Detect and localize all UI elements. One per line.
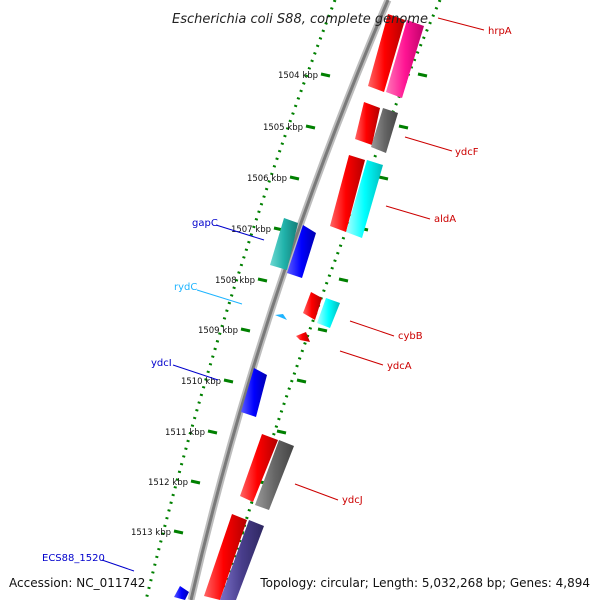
gene-feature[interactable] <box>275 314 287 320</box>
gene-label[interactable]: gapC <box>192 218 218 229</box>
tick-label: 1513 kbp <box>131 528 171 538</box>
gene-label[interactable]: ydcI <box>151 358 172 369</box>
gene-label-leader-line <box>437 17 485 31</box>
gene-feature[interactable] <box>174 586 189 600</box>
gene-feature[interactable] <box>255 440 294 510</box>
reverse-strand-genes <box>174 218 316 600</box>
gene-label-leader-line <box>172 364 219 381</box>
gene-feature[interactable] <box>220 520 264 600</box>
accession-text: Accession: NC_011742 <box>9 576 145 590</box>
tick-mark-outer <box>378 175 389 181</box>
tick-mark <box>190 479 201 485</box>
gene-feature[interactable] <box>303 292 322 320</box>
gene-feature[interactable] <box>240 434 278 502</box>
tick-mark <box>305 124 316 130</box>
gene-feature[interactable] <box>368 14 405 92</box>
tick-mark <box>320 72 331 78</box>
tick-label: 1512 kbp <box>148 478 188 488</box>
gene-label-leader-line <box>339 350 384 366</box>
genome-title: Escherichia coli S88, complete genome <box>172 12 428 27</box>
genome-summary-text: Topology: circular; Length: 5,032,268 bp… <box>259 576 590 590</box>
gene-label-leader-line <box>196 289 243 305</box>
gene-label[interactable]: hrpA <box>488 26 512 37</box>
gene-label[interactable]: ECS88_1520 <box>42 553 105 564</box>
gene-feature[interactable] <box>355 102 380 145</box>
gene-label[interactable]: ydcF <box>455 147 479 158</box>
gene-feature[interactable] <box>371 108 398 153</box>
gene-label-leader-line <box>349 320 395 337</box>
tick-label: 1506 kbp <box>247 174 287 184</box>
tick-label: 1505 kbp <box>263 123 303 133</box>
gene-label-leader-line <box>215 224 265 241</box>
tick-mark-outer <box>276 429 287 435</box>
tick-label: 1504 kbp <box>278 71 318 81</box>
gene-label[interactable]: rydC <box>174 282 197 293</box>
tick-mark <box>240 327 251 333</box>
tick-mark <box>223 378 234 384</box>
gene-label-leader-line <box>101 559 135 572</box>
gene-feature[interactable] <box>317 298 340 328</box>
forward-strand-genes <box>204 14 424 600</box>
gene-label[interactable]: ydcA <box>387 361 412 372</box>
gene-feature[interactable] <box>386 20 424 98</box>
tick-mark <box>289 175 300 181</box>
gene-feature[interactable] <box>330 155 365 232</box>
tick-label: 1508 kbp <box>215 276 255 286</box>
gene-feature[interactable] <box>270 218 298 270</box>
gene-label[interactable]: ydcJ <box>342 495 363 506</box>
tick-label: 1509 kbp <box>198 326 238 336</box>
inner-dotted-track <box>144 0 337 600</box>
tick-label: 1511 kbp <box>165 428 205 438</box>
gene-label-leader-line <box>294 483 339 501</box>
gene-feature[interactable] <box>204 514 247 600</box>
gene-feature[interactable] <box>241 368 267 417</box>
genome-backbone-arc-core <box>189 0 390 600</box>
tick-mark <box>173 529 184 535</box>
gene-feature[interactable] <box>287 225 316 278</box>
gene-label[interactable]: cybB <box>398 331 423 342</box>
gene-feature[interactable] <box>296 332 310 342</box>
tick-mark-outer <box>398 124 409 130</box>
tick-mark <box>207 429 218 435</box>
tick-mark-outer <box>338 277 349 283</box>
tick-mark-outer <box>417 72 428 78</box>
tick-mark <box>257 277 268 283</box>
tick-label: 1507 kbp <box>231 225 271 235</box>
tick-mark-outer <box>296 378 307 384</box>
tick-label: 1510 kbp <box>181 377 221 387</box>
genome-backbone-arc <box>187 0 392 600</box>
tick-mark-outer <box>317 327 328 333</box>
gene-labels: hrpA ydcF aldA gapC rydC cybB ydcA ydcI ydcJ ECS8… <box>42 17 512 572</box>
gene-label-leader-line <box>385 205 431 220</box>
gene-label[interactable]: aldA <box>434 214 456 225</box>
gene-feature[interactable] <box>346 160 383 238</box>
gene-label-leader-line <box>404 136 453 152</box>
